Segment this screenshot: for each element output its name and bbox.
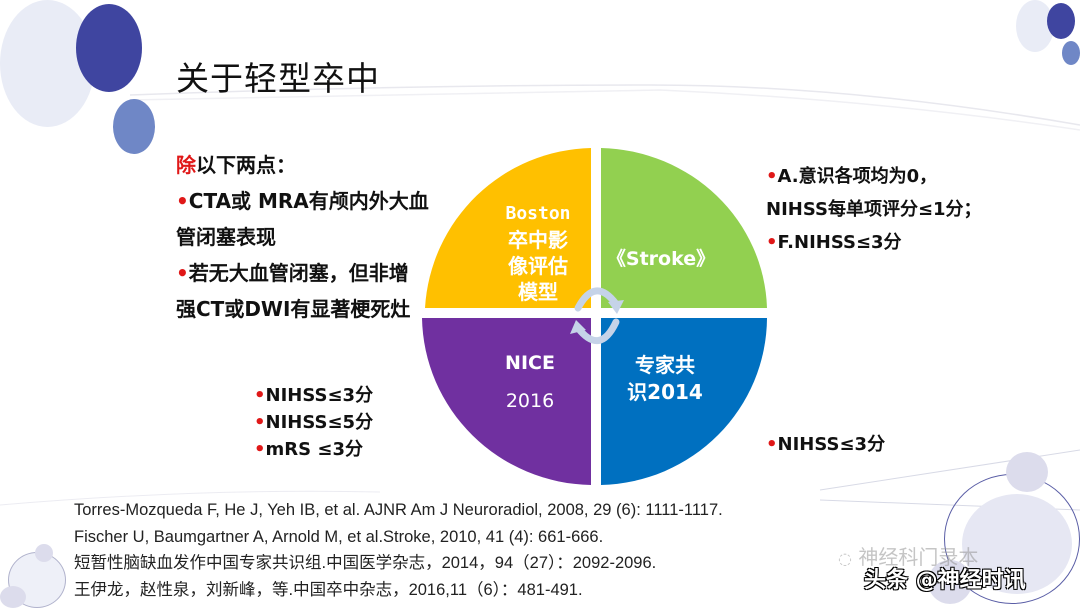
nice-criteria-block: •NIHSS≤3分 •NIHSS≤5分 •mRS ≤3分 bbox=[254, 382, 373, 463]
bullet-text: 若无大血管闭塞，但非增 bbox=[188, 261, 409, 285]
bullet-line: •若无大血管闭塞，但非增 bbox=[176, 255, 436, 291]
decor-circle-small bbox=[0, 586, 26, 608]
quadrant-bottom-right bbox=[601, 318, 767, 485]
decor-circle-dark bbox=[1047, 3, 1075, 39]
bullet-text: CTA或 MRA有颅内外大血 bbox=[188, 189, 429, 213]
boston-line3: 像评估 bbox=[508, 254, 568, 278]
cycle-arrowhead-bottom bbox=[570, 320, 586, 334]
quadrant-label-boston: Boston 卒中影 像评估 模型 bbox=[490, 201, 586, 305]
bullet-icon: • bbox=[176, 189, 189, 213]
wechat-icon: ◌ bbox=[838, 549, 852, 568]
bullet-icon: • bbox=[766, 434, 778, 455]
decor-circle-mid bbox=[1062, 41, 1080, 65]
cycle-arrow-top bbox=[574, 287, 620, 312]
toutiao-watermark: 头条 @神经时讯 bbox=[864, 568, 1026, 593]
wechat-watermark: ◌ 神经科门录本 bbox=[838, 541, 978, 570]
bullet-text: mRS ≤3分 bbox=[265, 439, 363, 460]
heading-red-char: 除 bbox=[176, 153, 196, 177]
bullet-icon: • bbox=[766, 166, 778, 187]
boston-line4: 模型 bbox=[518, 280, 558, 304]
bullet-line: •CTA或 MRA有颅内外大血 bbox=[176, 183, 436, 219]
decor-circle-mid bbox=[113, 99, 155, 154]
quadrant-label-consensus: 专家共 识2014 bbox=[620, 352, 710, 406]
bullet-text: NIHSS≤5分 bbox=[265, 412, 374, 433]
quadrant-label-nice: NICE 2016 bbox=[490, 344, 570, 420]
quadrant-label-stroke: 《Stroke》 bbox=[606, 248, 716, 270]
bullet-line: •F.NIHSS≤3分 bbox=[766, 226, 982, 259]
reference-item: 王伊龙，赵性泉，刘新峰，等.中国卒中杂志，2016,11（6）：481-491. bbox=[74, 580, 583, 599]
boston-line1: Boston bbox=[505, 203, 571, 224]
quadrant-circle-diagram bbox=[422, 148, 767, 485]
bullet-text: NIHSS≤3分 bbox=[265, 385, 374, 406]
bullet-line-cont: 强CT或DWI有显著梗死灶 bbox=[176, 297, 411, 321]
reference-item: Torres-Mozqueda F, He J, Yeh IB, et al. … bbox=[74, 501, 723, 519]
nice-line1: NICE bbox=[505, 352, 555, 374]
bullet-line-cont: 管闭塞表现 bbox=[176, 225, 276, 249]
nice-line2: 2016 bbox=[505, 390, 555, 412]
bullet-line: •mRS ≤3分 bbox=[254, 436, 373, 463]
references-list: Torres-Mozqueda F, He J, Yeh IB, et al. … bbox=[74, 497, 723, 603]
bullet-line-cont: NIHSS每单项评分≤1分； bbox=[766, 199, 982, 220]
slide-title: 关于轻型卒中 bbox=[176, 59, 380, 98]
consensus-line1: 专家共 bbox=[635, 353, 695, 377]
cycle-arrow-bottom bbox=[574, 318, 620, 344]
bullet-icon: • bbox=[254, 412, 266, 433]
decor-circle-light bbox=[962, 494, 1072, 594]
wechat-watermark-text: 神经科门录本 bbox=[858, 545, 979, 569]
bullet-text: F.NIHSS≤3分 bbox=[777, 232, 902, 253]
boston-line2: 卒中影 bbox=[508, 228, 568, 252]
quadrant-bottom-left bbox=[422, 318, 591, 485]
decor-circle-small bbox=[928, 560, 972, 604]
bullet-icon: • bbox=[254, 439, 266, 460]
exclusion-criteria-block: 除以下两点： •CTA或 MRA有颅内外大血 管闭塞表现 •若无大血管闭塞，但非… bbox=[176, 147, 436, 327]
bullet-text: A.意识各项均为0， bbox=[777, 166, 938, 187]
bullet-icon: • bbox=[254, 385, 266, 406]
consensus-line2: 识2014 bbox=[627, 380, 703, 404]
bullet-line: •NIHSS≤3分 bbox=[254, 382, 373, 409]
heading-rest: 以下两点： bbox=[196, 153, 296, 177]
reference-item: Fischer U, Baumgartner A, Arnold M, et a… bbox=[74, 527, 604, 546]
decor-circle-dark bbox=[76, 4, 142, 92]
bullet-line: •NIHSS≤3分 bbox=[766, 430, 885, 460]
cycle-arrowhead-top bbox=[608, 300, 624, 314]
decor-circle-small bbox=[35, 544, 53, 562]
exclusion-heading: 除以下两点： bbox=[176, 147, 436, 183]
quadrant-top-left bbox=[425, 148, 591, 308]
reference-item: 短暂性脑缺血发作中国专家共识组.中国医学杂志，2014，94（27）：2092-… bbox=[74, 554, 657, 572]
quadrant-top-right bbox=[601, 148, 767, 308]
bullet-text: NIHSS≤3分 bbox=[777, 434, 886, 455]
stroke-criteria-block: •A.意识各项均为0， NIHSS每单项评分≤1分； •F.NIHSS≤3分 bbox=[766, 160, 982, 259]
bullet-line: •A.意识各项均为0， bbox=[766, 160, 982, 193]
bullet-icon: • bbox=[766, 232, 778, 253]
consensus-criteria-block: •NIHSS≤3分 bbox=[766, 430, 885, 460]
bullet-icon: • bbox=[176, 261, 189, 285]
bullet-line: •NIHSS≤5分 bbox=[254, 409, 373, 436]
decor-circle-small bbox=[1006, 452, 1048, 492]
